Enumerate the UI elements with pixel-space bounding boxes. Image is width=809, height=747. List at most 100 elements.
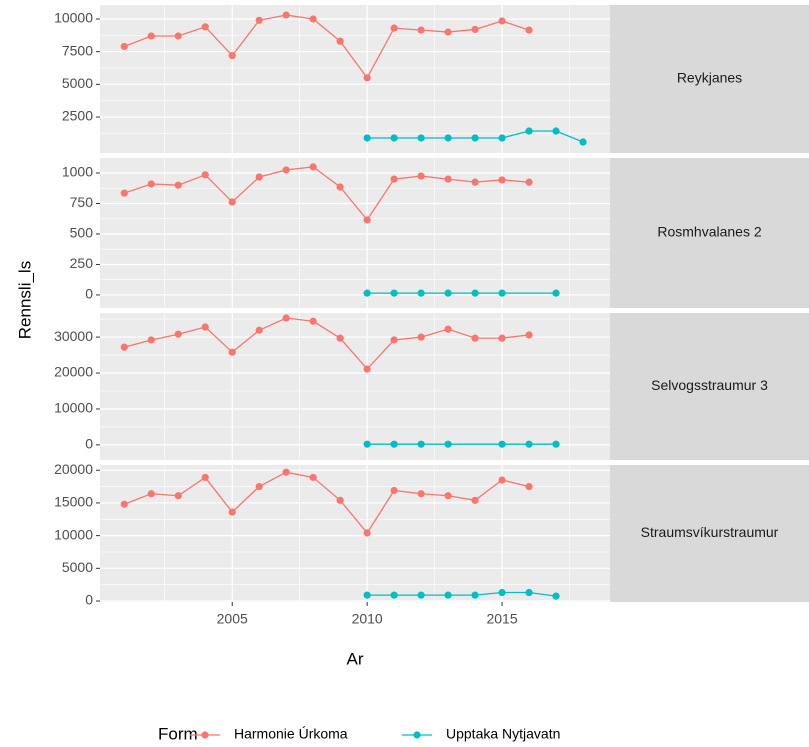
data-point xyxy=(309,15,317,23)
data-point xyxy=(282,11,290,19)
data-point xyxy=(525,331,533,339)
data-point xyxy=(417,490,425,498)
data-point xyxy=(444,325,452,333)
strip-background xyxy=(610,158,809,308)
data-point xyxy=(309,163,317,171)
y-tick-label: 0 xyxy=(85,592,93,608)
y-tick-label: 250 xyxy=(70,255,94,271)
data-point xyxy=(390,440,398,448)
data-point xyxy=(255,326,263,334)
data-point xyxy=(147,490,155,498)
legend-title: Form xyxy=(158,724,198,743)
y-tick-label: 20000 xyxy=(54,364,93,380)
data-point xyxy=(444,289,452,297)
data-point xyxy=(363,134,371,142)
data-point xyxy=(444,175,452,183)
y-tick-label: 10000 xyxy=(54,10,93,26)
data-point xyxy=(390,289,398,297)
y-tick-label: 5000 xyxy=(62,75,93,91)
data-point xyxy=(201,23,209,31)
data-point xyxy=(444,440,452,448)
data-point xyxy=(390,175,398,183)
data-point xyxy=(363,365,371,373)
series-line xyxy=(124,471,530,535)
data-point xyxy=(228,51,236,60)
data-point xyxy=(363,289,371,297)
data-point xyxy=(390,134,398,142)
data-point xyxy=(525,178,533,186)
data-point xyxy=(498,476,506,484)
data-point xyxy=(174,181,182,189)
y-tick-label: 30000 xyxy=(54,328,93,344)
y-axis-title: Rennsli_ls xyxy=(15,261,34,339)
data-point xyxy=(525,482,533,491)
series-line xyxy=(124,14,530,80)
strip-label: Straumsvíkurstraumur xyxy=(641,524,779,540)
series-line xyxy=(124,317,530,371)
data-point xyxy=(444,492,452,500)
y-tick-label: 15000 xyxy=(54,494,93,510)
legend-key-point xyxy=(201,731,209,739)
data-point xyxy=(336,183,344,191)
data-point xyxy=(471,25,479,34)
data-point xyxy=(228,348,236,356)
data-point xyxy=(255,482,263,491)
data-point xyxy=(174,492,182,500)
data-point xyxy=(444,28,452,36)
data-point xyxy=(201,323,209,331)
y-tick-label: 500 xyxy=(70,225,94,241)
y-tick-label: 2500 xyxy=(62,108,93,124)
y-tick-label: 10000 xyxy=(54,526,93,542)
data-point xyxy=(471,178,479,186)
legend-key-point xyxy=(413,731,421,739)
strip-background xyxy=(610,465,809,602)
y-tick-label: 0 xyxy=(85,436,93,452)
data-point xyxy=(363,440,371,448)
y-tick-label: 5000 xyxy=(62,559,93,575)
data-point xyxy=(498,440,506,448)
data-point xyxy=(174,32,182,40)
y-tick-label: 7500 xyxy=(62,42,93,58)
data-point xyxy=(147,32,155,40)
data-point xyxy=(390,24,398,32)
data-point xyxy=(201,171,209,179)
data-point xyxy=(471,334,479,342)
data-point xyxy=(444,591,452,599)
data-point xyxy=(552,289,560,297)
data-point xyxy=(363,529,371,537)
data-point xyxy=(336,496,344,504)
data-point xyxy=(498,134,506,142)
data-point xyxy=(417,26,425,34)
strip-label: Rosmhvalanes 2 xyxy=(657,224,761,240)
data-point xyxy=(417,333,425,341)
legend-label: Harmonie Úrkoma xyxy=(234,726,348,742)
series-line xyxy=(124,166,530,222)
data-point xyxy=(525,26,533,34)
data-point xyxy=(498,17,506,25)
y-tick-label: 0 xyxy=(85,286,93,302)
data-point xyxy=(120,42,128,51)
data-point xyxy=(120,343,128,351)
data-point xyxy=(363,74,371,82)
data-point xyxy=(147,336,155,344)
x-tick-label: 2015 xyxy=(486,611,517,627)
data-point xyxy=(525,440,533,448)
legend-label: Upptaka Nytjavatn xyxy=(446,726,560,742)
data-point xyxy=(255,173,263,181)
data-point xyxy=(147,180,155,188)
data-point xyxy=(228,508,236,516)
panel-background xyxy=(100,465,610,602)
data-point xyxy=(390,336,398,344)
panel-background xyxy=(100,5,610,153)
data-point xyxy=(336,334,344,342)
data-point xyxy=(282,166,290,174)
series-line xyxy=(367,591,557,597)
data-point xyxy=(471,289,479,297)
data-point xyxy=(417,440,425,448)
data-point xyxy=(552,592,560,600)
data-point xyxy=(390,486,398,495)
data-point xyxy=(471,134,479,142)
strip-label: Selvogsstraumur 3 xyxy=(651,377,768,393)
data-point xyxy=(363,216,371,224)
data-point xyxy=(282,468,290,476)
